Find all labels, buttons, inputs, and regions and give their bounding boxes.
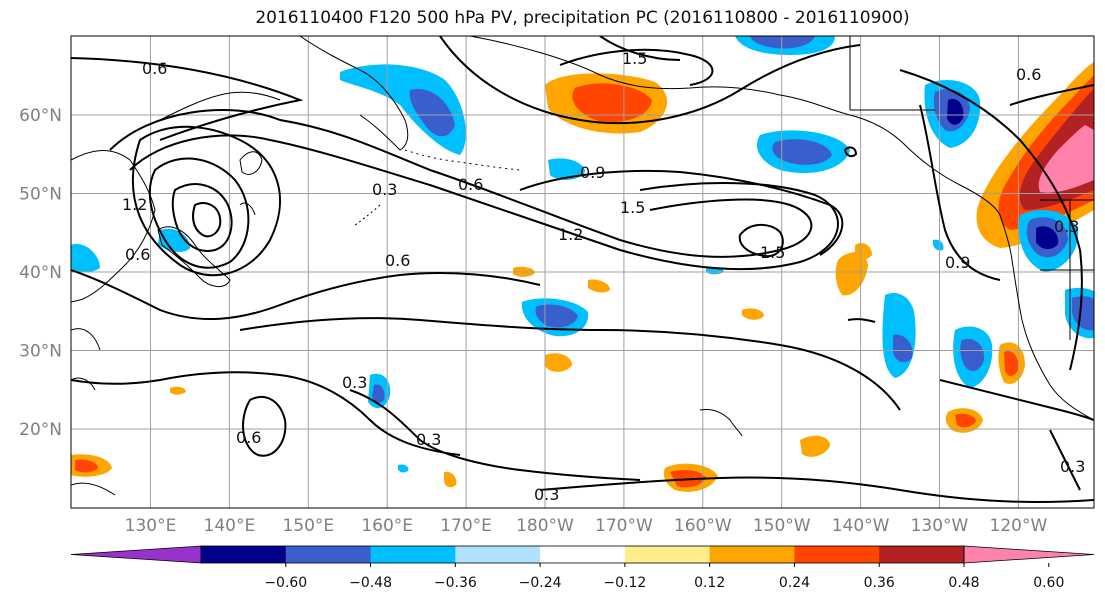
contour-label: 1.5 [622,49,647,68]
colorbar-segment [455,546,541,563]
longitude-labels: 130°E 140°E 150°E 160°E 170°E 180°W 170°W 160°W… [125,516,1048,536]
contour-label: 0.3 [372,180,397,199]
contour-label: 0.3 [1060,457,1085,476]
contour-label: 0.3 [342,373,367,392]
contour-label: 1.2 [122,195,147,214]
latitude-label: 20°N [19,420,62,440]
contour-label: 1.5 [760,243,785,262]
colorbar-segment [285,546,372,563]
colorbar-segment [624,546,711,563]
longitude-label: 150°E [282,516,334,536]
contour-label: 0.6 [125,245,150,264]
longitude-label: 150°W [753,516,811,536]
pv-contours [71,36,1094,503]
contour-label: 0.6 [142,59,167,78]
contour-label: 1.2 [558,225,583,244]
latitude-label: 40°N [19,263,62,283]
colorbar-upper-extend [963,545,1095,564]
colorbar-tick-label: −0.12 [603,575,646,591]
latitude-labels: 60°N 50°N 40°N 30°N 20°N [19,106,62,440]
contour-labels: 0.6 1.5 0.3 0.9 0.6 1.5 1.2 1.5 0.9 0.3 … [122,49,1085,504]
longitude-label: 130°E [125,516,177,536]
longitude-label: 170°E [440,516,492,536]
latitude-label: 30°N [19,342,62,362]
latitude-label: 50°N [19,185,62,205]
map-title: 2016110400 F120 500 hPa PV, precipitatio… [255,8,910,28]
longitude-label: 140°E [204,516,256,536]
contour-label: 0.3 [534,485,559,504]
longitude-label: 160°E [361,516,413,536]
colorbar-outline [200,545,965,564]
contour-label: 0.3 [1054,217,1079,236]
colorbar-tick-label: 0.24 [779,575,810,591]
longitude-label: 160°W [674,516,732,536]
contour-label: 0.6 [236,428,261,447]
colorbar-segment [370,546,456,563]
colorbar-tick-label: −0.48 [349,575,392,591]
colorbar-tick-label: 0.12 [694,575,725,591]
colorbar: −0.60 −0.48 −0.36 −0.24 −0.12 0.12 0.24 0.36 0.4… [70,545,1095,591]
contour-label: 0.9 [580,163,605,182]
colorbar-tick-label: 0.48 [948,575,979,591]
longitude-label: 130°W [911,516,969,536]
colorbar-segment [540,546,626,563]
longitude-label: 140°W [832,516,890,536]
colorbar-segment [794,546,880,563]
longitude-label: 180°W [516,516,574,536]
map-frame [70,35,1095,509]
colorbar-tick-label: −0.24 [519,575,562,591]
contour-label: 1.5 [620,198,645,217]
colorbar-tick-label: 0.36 [864,575,895,591]
colorbar-tick-label: −0.36 [434,575,477,591]
colorbar-segment [879,546,965,563]
colorbar-tick-label: 0.60 [1033,575,1064,591]
longitude-label: 170°W [595,516,653,536]
contour-label: 0.6 [1016,65,1041,84]
contour-label: 0.6 [458,175,483,194]
colorbar-segment [709,546,795,563]
contour-label: 0.6 [385,251,410,270]
colorbar-tick-label: −0.60 [264,575,307,591]
colorbar-lower-extend [70,545,202,564]
contour-label: 0.9 [945,253,970,272]
coastlines [71,36,1094,496]
latitude-label: 60°N [19,106,62,126]
longitude-label: 120°W [990,516,1048,536]
graticule [71,36,1094,508]
colorbar-segment [201,546,287,563]
contour-label: 0.3 [416,430,441,449]
